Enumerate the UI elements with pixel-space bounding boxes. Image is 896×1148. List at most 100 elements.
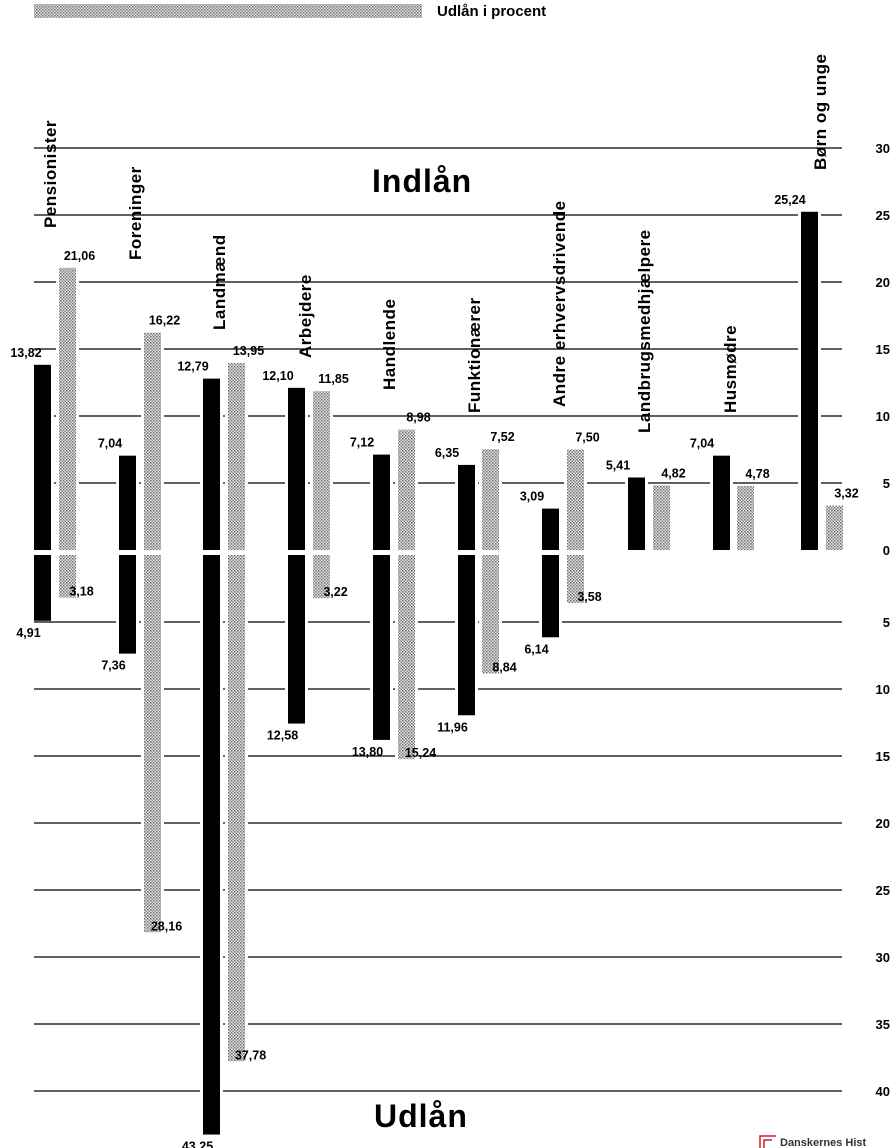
bar-indlan-hatched: [567, 449, 584, 550]
bar-indlan-hatched: [228, 363, 245, 550]
bar-udlan-solid: [288, 555, 305, 724]
bar-indlan-hatched: [482, 449, 499, 550]
legend-label: Udlån i procent: [437, 3, 546, 20]
bar-indlan-solid: [288, 387, 305, 550]
y-tick-label-upper: 10: [876, 409, 890, 424]
bar-indlan-solid: [458, 464, 475, 550]
bar-udlan-solid: [458, 555, 475, 716]
data-label-indlan-hatched: 13,95: [233, 344, 264, 358]
category-label: Børn og unge: [811, 54, 830, 170]
bar-indlan-hatched: [737, 485, 754, 550]
bar-indlan-solid: [801, 211, 818, 550]
bar-indlan-hatched: [313, 391, 330, 550]
data-label-indlan-hatched: 7,50: [575, 431, 599, 445]
grid-lines: [34, 147, 842, 1092]
data-label-udlan-hatched: 37,78: [235, 1048, 266, 1062]
data-label-indlan-solid: 12,10: [262, 369, 293, 383]
data-label-indlan-hatched: 11,85: [318, 372, 349, 386]
bar-udlan-hatched: [398, 555, 415, 760]
y-tick-label-lower: 35: [876, 1017, 890, 1032]
data-label-udlan-solid: 13,80: [352, 745, 383, 759]
y-tick-label-lower: 5: [883, 615, 890, 630]
bar-indlan-solid: [542, 508, 559, 550]
legend-swatch: [34, 4, 422, 18]
data-label-udlan-solid: 7,36: [101, 659, 125, 673]
data-label-indlan-solid: 5,41: [606, 459, 630, 473]
y-tick-label-upper: 30: [876, 141, 890, 156]
data-label-indlan-hatched: 4,82: [661, 466, 685, 480]
y-tick-label-lower: 30: [876, 950, 890, 965]
category-label: Arbejdere: [296, 274, 315, 358]
bar-indlan-hatched: [653, 485, 670, 550]
y-tick-label-upper: 25: [876, 208, 890, 223]
bar-udlan-solid: [203, 555, 220, 1135]
bar-indlan-hatched: [144, 332, 161, 550]
category-label: Foreninger: [126, 166, 145, 260]
bar-indlan-hatched: [59, 267, 76, 550]
y-tick-label-lower: 20: [876, 816, 890, 831]
data-label-udlan-solid: 6,14: [524, 642, 548, 656]
data-label-udlan-hatched: 3,18: [69, 585, 93, 599]
data-label-indlan-solid: 7,04: [690, 437, 714, 451]
category-label: Pensionister: [41, 120, 60, 228]
data-label-indlan-hatched: 4,78: [745, 467, 769, 481]
bar-indlan-solid: [203, 378, 220, 550]
data-label-udlan-hatched: 15,24: [405, 746, 436, 760]
y-tick-label-upper: 0: [883, 543, 890, 558]
data-label-indlan-solid: 3,09: [520, 490, 544, 504]
watermark-logo: Danskernes Hist: [759, 1135, 867, 1148]
bar-udlan-hatched: [59, 555, 76, 598]
category-label: Handlende: [380, 299, 399, 390]
bar-indlan-hatched: [398, 429, 415, 550]
y-tick-label-lower: 25: [876, 883, 890, 898]
data-label-indlan-solid: 13,82: [10, 346, 41, 360]
bar-udlan-solid: [373, 555, 390, 740]
data-label-udlan-solid: 12,58: [267, 729, 298, 743]
bar-udlan-solid: [542, 555, 559, 638]
bar-indlan-hatched: [826, 505, 843, 550]
bar-udlan-hatched: [567, 555, 584, 603]
data-label-indlan-hatched: 16,22: [149, 314, 180, 328]
bar-udlan-hatched: [313, 555, 330, 599]
bar-udlan-solid: [119, 555, 136, 654]
data-label-indlan-hatched: 8,98: [406, 411, 430, 425]
category-label: Andre erhvervsdrivende: [550, 200, 569, 407]
bar-indlan-solid: [713, 455, 730, 550]
data-label-indlan-hatched: 21,06: [64, 249, 95, 263]
data-label-indlan-solid: 7,12: [350, 436, 374, 450]
data-label-udlan-solid: 11,96: [437, 720, 468, 734]
data-label-udlan-hatched: 8,84: [492, 660, 516, 674]
data-label-indlan-solid: 12,79: [177, 360, 208, 374]
category-label: Funktionærer: [465, 297, 484, 413]
data-label-indlan-hatched: 7,52: [490, 430, 514, 444]
upper-heading-indlan: Indlån: [372, 163, 472, 199]
bar-indlan-solid: [628, 477, 645, 550]
bar-udlan-solid: [34, 555, 51, 621]
bar-indlan-solid: [373, 454, 390, 550]
lower-heading-udlan: Udlån: [374, 1098, 468, 1134]
category-label: Husmødre: [721, 325, 740, 413]
data-label-udlan-solid: 4,91: [16, 626, 40, 640]
category-label: Landmænd: [210, 234, 229, 330]
axis-ticks: 30 25 20 15 10 5 0 5 10 15 20 25 30 35 40: [876, 141, 890, 1099]
y-tick-label-upper: 20: [876, 275, 890, 290]
data-label-indlan-solid: 7,04: [98, 437, 122, 451]
bar-udlan-hatched: [482, 555, 499, 674]
bar-indlan-solid: [34, 364, 51, 550]
bars: [34, 211, 843, 1135]
y-tick-label-upper: 15: [876, 342, 890, 357]
bar-indlan-solid: [119, 455, 136, 550]
data-label-indlan-solid: 25,24: [774, 193, 805, 207]
y-tick-label-lower: 15: [876, 749, 890, 764]
bar-udlan-hatched: [144, 555, 161, 933]
data-label-udlan-hatched: 28,16: [151, 919, 182, 933]
watermark-text: Danskernes Hist: [780, 1137, 867, 1148]
data-label-udlan-solid: 43,25: [182, 1140, 213, 1148]
category-label: Landbrugsmedhjælpere: [635, 229, 654, 433]
data-label-udlan-hatched: 3,22: [323, 585, 347, 599]
y-tick-label-upper: 5: [883, 476, 890, 491]
data-label-indlan-solid: 6,35: [435, 446, 459, 460]
category-labels: Pensionister Foreninger Landmænd Arbejdere H…: [41, 54, 830, 433]
data-label-udlan-hatched: 3,58: [577, 590, 601, 604]
